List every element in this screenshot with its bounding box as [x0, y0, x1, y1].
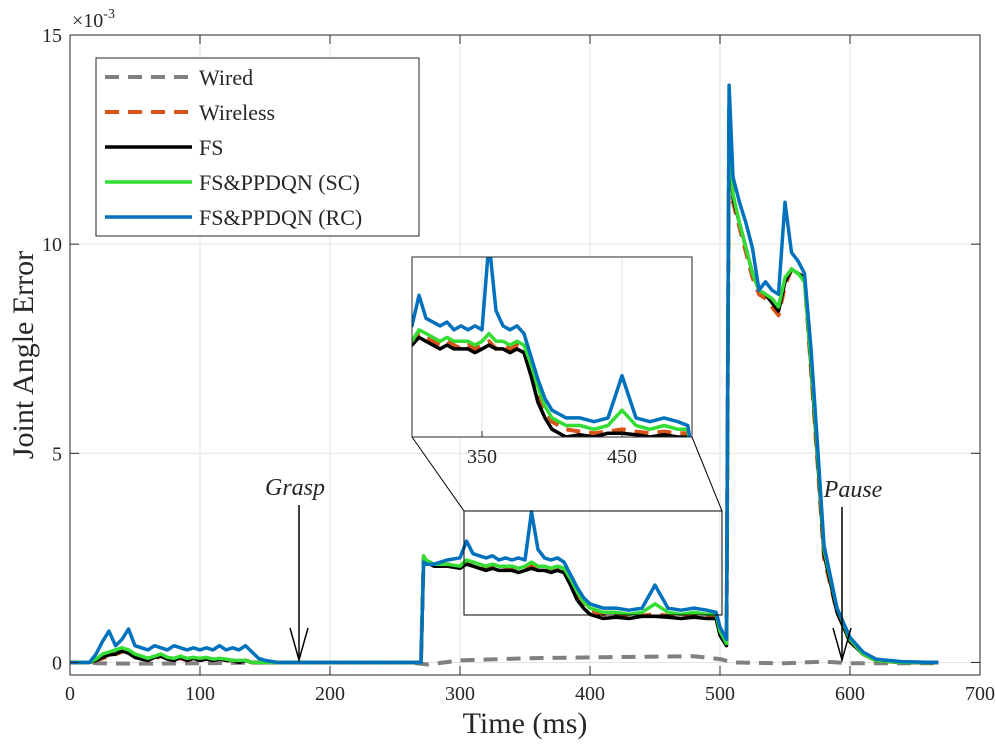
series-line-rc: [70, 83, 939, 665]
inset-series-line-fs: [412, 335, 690, 437]
axes-frame: [69, 34, 981, 676]
legend-entry: Wireless: [105, 100, 275, 125]
legend-label-sc: FS&PPDQN (SC): [199, 170, 360, 195]
x-tick-label: 0: [65, 683, 75, 705]
y-tick-label: 0: [52, 652, 62, 674]
inset-x-tick-label: 450: [607, 446, 637, 468]
y-exponent-power: -3: [103, 7, 115, 22]
x-tick-label: 600: [835, 683, 865, 705]
x-tick-label: 300: [445, 683, 475, 705]
legend-entry: FS&PPDQN (SC): [105, 170, 360, 195]
legend-entry: FS: [105, 135, 223, 160]
legend-entries: Wired Wireless FS FS&PPDQN (SC) FS&PPDQN (RC…: [105, 65, 362, 230]
inset-series-line-sc: [412, 328, 691, 437]
x-tick-label: 700: [965, 683, 995, 705]
y-tick-label: 5: [52, 443, 62, 465]
grasp-arrow-head: [289, 627, 309, 663]
x-tick-label: 500: [705, 683, 735, 705]
y-tick-label: 15: [42, 25, 62, 47]
inset-x-tick-label: 350: [467, 446, 497, 468]
grasp-label: Grasp: [265, 475, 325, 501]
legend-label-wired: Wired: [199, 65, 253, 90]
zoom-connector-left: [411, 436, 465, 512]
inset-series: [412, 257, 692, 437]
legend-label-fs: FS: [199, 135, 223, 160]
legend-label-wireless: Wireless: [199, 100, 275, 125]
inset-series-line-wireless: [412, 331, 691, 437]
inset: 350 450: [411, 256, 693, 468]
zoom-connector-right: [691, 436, 723, 512]
axes-ticks: 0 100 200 300 400 500 600 700 0 5 10 15: [42, 25, 995, 705]
pause-label: Pause: [823, 477, 883, 503]
x-axis-label: Time (ms): [463, 707, 588, 740]
series-layer: [70, 83, 939, 667]
y-exponent-base: ×10: [72, 10, 103, 32]
grasp-annotation: Grasp: [265, 475, 325, 663]
inset-series-line-rc: [412, 257, 692, 437]
series-line-sc: [70, 104, 939, 665]
inset-frame: [411, 256, 693, 438]
x-tick-label: 200: [315, 683, 345, 705]
x-tick-label: 400: [575, 683, 605, 705]
pause-arrow-head: [832, 627, 852, 663]
legend: Wired Wireless FS FS&PPDQN (SC) FS&PPDQN (RC…: [95, 57, 420, 237]
series-line-wired: [70, 654, 939, 667]
y-tick-label: 10: [42, 234, 62, 256]
legend-entry: Wired: [105, 65, 253, 90]
inset-ticks: 350 450: [467, 431, 637, 468]
legend-entry: FS&PPDQN (RC): [105, 205, 362, 230]
x-tick-label: 100: [185, 683, 215, 705]
legend-label-rc: FS&PPDQN (RC): [199, 205, 362, 230]
y-exponent: ×10-3: [72, 7, 115, 32]
y-axis-label: Joint Angle Error: [7, 251, 40, 459]
pause-annotation: Pause: [823, 477, 883, 663]
zoom-box: [463, 510, 723, 616]
